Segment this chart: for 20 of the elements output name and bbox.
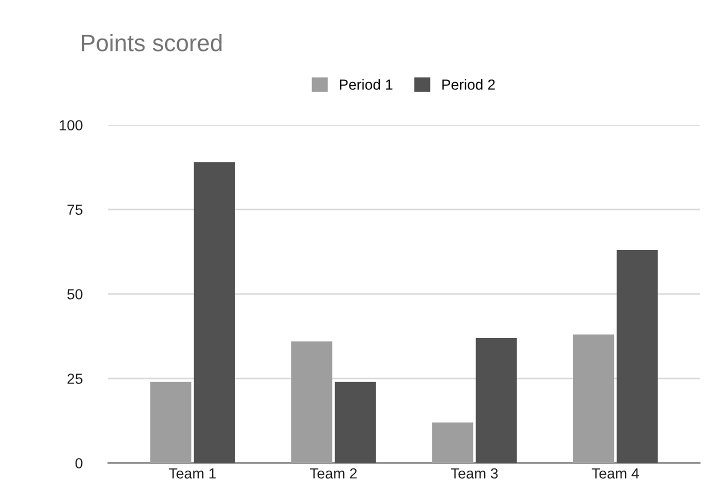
bar [334,382,376,463]
x-tick-label: Team 3 [450,468,498,479]
y-tick-label: 50 [67,289,82,300]
legend-label: Period 2 [442,79,495,90]
x-tick-label: Team 2 [310,468,357,479]
bar [616,250,658,463]
y-tick-label: 25 [68,374,82,384]
x-tick-label: Team 1 [168,468,216,479]
bar [194,162,235,463]
bar [291,341,332,463]
bar [432,422,474,463]
y-tick-label: 100 [60,120,82,130]
bar [150,382,192,463]
bar [476,338,517,463]
chart-title: Points scored [82,34,222,52]
y-tick-label: 0 [75,458,82,468]
y-tick-label: 75 [68,204,82,215]
x-tick-label: Team 4 [592,468,639,479]
legend-label: Period 1 [340,79,392,90]
bar [573,334,614,463]
